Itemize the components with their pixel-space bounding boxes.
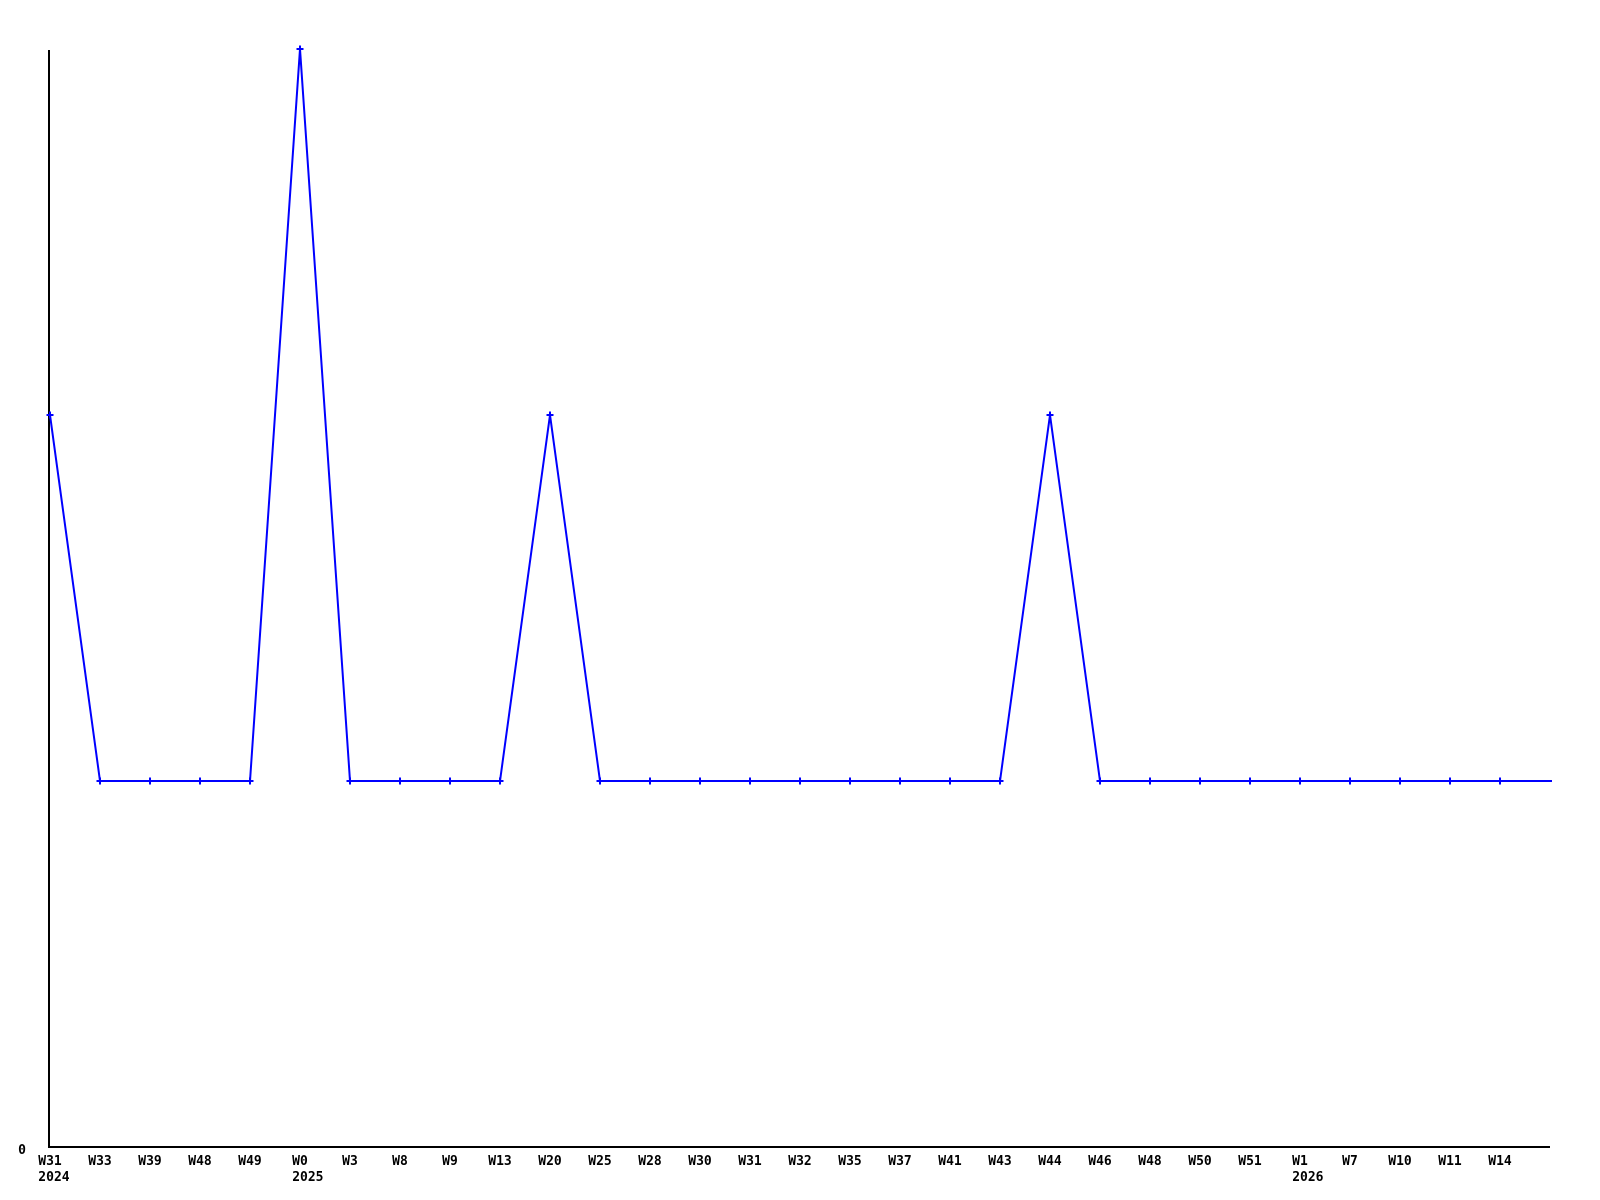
- x-tick-week-label: W25: [588, 1154, 611, 1169]
- x-tick-week-label: W7: [1342, 1154, 1358, 1169]
- x-tick-week-label: W28: [638, 1154, 662, 1169]
- y-axis-zero-label: 0: [18, 1143, 26, 1158]
- x-tick-week-label: W1: [1292, 1154, 1308, 1169]
- x-tick-week-label: W46: [1088, 1154, 1112, 1169]
- data-point-markers: [46, 45, 1504, 785]
- data-series-line: [49, 48, 1552, 782]
- x-tick-week-label: W35: [838, 1154, 861, 1169]
- x-tick-week-label: W48: [1138, 1154, 1162, 1169]
- x-tick-week-label: W11: [1438, 1154, 1462, 1169]
- x-tick-week-label: W43: [988, 1154, 1011, 1169]
- x-tick-year-label: 2026: [1292, 1170, 1323, 1185]
- x-tick-week-label: W31: [738, 1154, 762, 1169]
- axis-lines: [48, 50, 1550, 1148]
- x-tick-week-label: W49: [238, 1154, 261, 1169]
- x-tick-week-label: W13: [488, 1154, 511, 1169]
- x-tick-week-label: W33: [88, 1154, 111, 1169]
- x-tick-week-label: W32: [788, 1154, 811, 1169]
- x-tick-week-label: W10: [1388, 1154, 1412, 1169]
- x-tick-week-label: W3: [342, 1154, 358, 1169]
- x-tick-week-label: W41: [938, 1154, 962, 1169]
- x-tick-week-label: W30: [688, 1154, 712, 1169]
- x-tick-week-label: W14: [1488, 1154, 1512, 1169]
- x-tick-week-label: W8: [392, 1154, 408, 1169]
- x-tick-week-label: W44: [1038, 1154, 1062, 1169]
- x-tick-week-label: W50: [1188, 1154, 1212, 1169]
- x-tick-week-label: W9: [442, 1154, 458, 1169]
- x-tick-week-label: W48: [188, 1154, 212, 1169]
- x-tick-year-label: 2025: [292, 1170, 323, 1185]
- x-tick-week-label: W39: [138, 1154, 161, 1169]
- x-tick-year-label: 2024: [38, 1170, 69, 1185]
- x-tick-week-label: W51: [1238, 1154, 1262, 1169]
- x-tick-week-label: W20: [538, 1154, 562, 1169]
- x-tick-week-label: W0: [292, 1154, 308, 1169]
- x-tick-week-label: W37: [888, 1154, 911, 1169]
- x-tick-week-label: W31: [38, 1154, 62, 1169]
